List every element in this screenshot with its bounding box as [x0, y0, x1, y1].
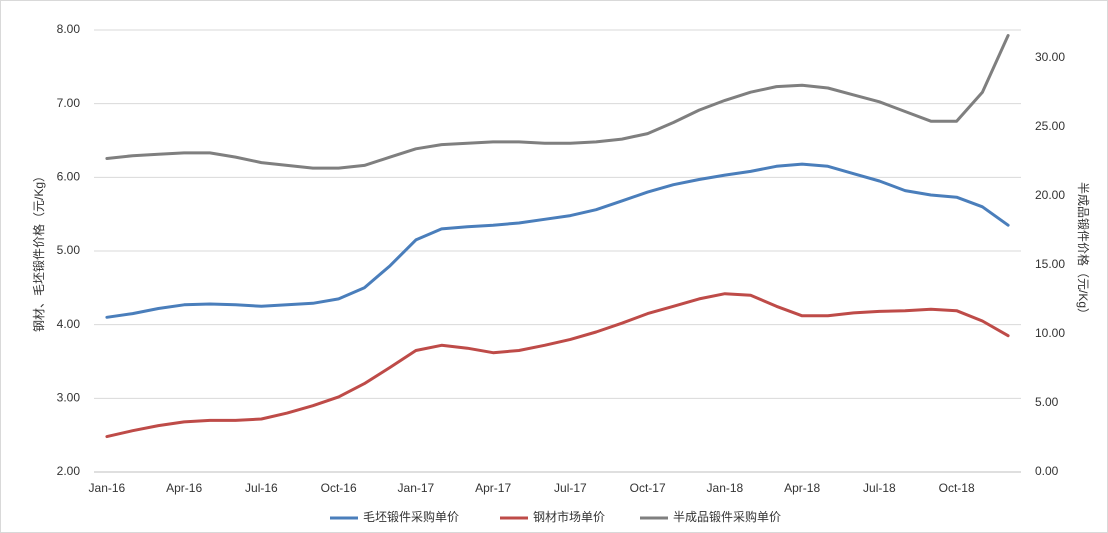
x-tick-label: Jan-17 [398, 481, 435, 495]
y-tick-label: 7.00 [57, 96, 81, 110]
y-tick-label: 8.00 [57, 22, 81, 36]
x-tick-label: Oct-17 [630, 481, 666, 495]
y2-tick-label: 5.00 [1035, 395, 1059, 409]
y-tick-label: 5.00 [57, 243, 81, 257]
y-axis-label: 钢材、毛坯锻件价格（元/Kg） [31, 170, 46, 332]
x-tick-label: Jan-16 [89, 481, 126, 495]
x-tick-label: Apr-16 [166, 481, 202, 495]
y2-tick-label: 10.00 [1035, 326, 1065, 340]
y2-tick-label: 20.00 [1035, 188, 1065, 202]
x-tick-label: Jul-18 [863, 481, 896, 495]
y-tick-label: 3.00 [57, 391, 81, 405]
legend-label: 半成品锻件采购单价 [673, 509, 781, 524]
legend-label: 钢材市场单价 [533, 509, 605, 524]
y2-axis-label: 半成品锻件价格（元/Kg） [1076, 182, 1091, 320]
x-tick-label: Jul-17 [554, 481, 587, 495]
x-tick-label: Jan-18 [707, 481, 744, 495]
y-tick-label: 2.00 [57, 464, 81, 478]
x-tick-label: Apr-18 [784, 481, 820, 495]
y2-tick-label: 30.00 [1035, 50, 1065, 64]
line-series [105, 292, 1010, 439]
line-series [105, 34, 1010, 170]
x-tick-label: Apr-17 [475, 481, 511, 495]
line-series [105, 162, 1010, 319]
legend-label: 毛坯锻件采购单价 [363, 509, 459, 524]
y-tick-label: 6.00 [57, 170, 81, 184]
x-tick-label: Oct-16 [321, 481, 357, 495]
x-tick-label: Oct-18 [939, 481, 975, 495]
y2-tick-label: 0.00 [1035, 464, 1059, 478]
y2-tick-label: 25.00 [1035, 119, 1065, 133]
y2-tick-label: 15.00 [1035, 257, 1065, 271]
y-tick-label: 4.00 [57, 317, 81, 331]
x-tick-label: Jul-16 [245, 481, 278, 495]
